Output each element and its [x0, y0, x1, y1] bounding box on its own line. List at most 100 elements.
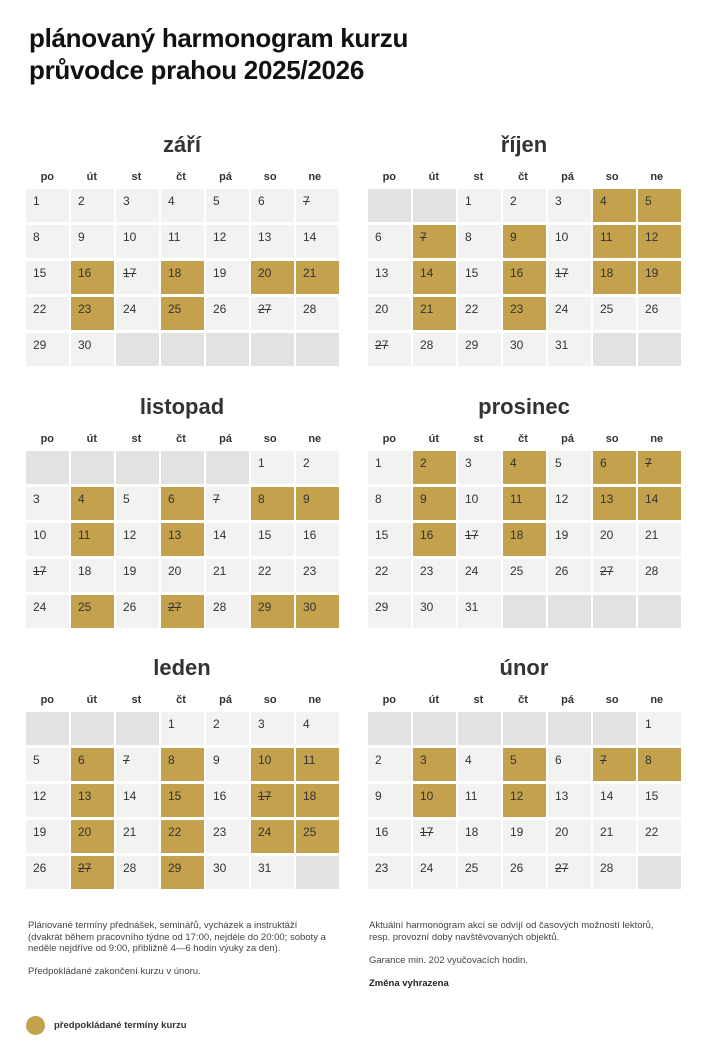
day-number: 13: [258, 230, 272, 244]
day-number: 29: [258, 600, 272, 614]
day-number: 21: [123, 825, 137, 839]
course-day-cell: 21: [296, 261, 339, 294]
empty-day-cell: [71, 712, 114, 745]
day-cell: 22: [26, 297, 69, 330]
day-cell: 6: [548, 748, 591, 781]
day-number: 5: [33, 753, 40, 767]
weekday-label: so: [605, 171, 619, 183]
empty-day-cell: [116, 712, 159, 745]
day-number: 30: [303, 600, 317, 614]
day-number: 14: [420, 266, 434, 280]
day-cell: 2: [368, 748, 411, 781]
day-number: 24: [465, 564, 479, 578]
day-cell: 15: [368, 523, 411, 556]
course-day-cell: 25: [161, 297, 204, 330]
month-name: únor: [499, 655, 549, 680]
weekday-label: út: [86, 433, 98, 445]
day-number: 13: [600, 492, 614, 506]
day-cell: 15: [638, 784, 681, 817]
day-cell: 20: [161, 559, 204, 592]
day-number: 20: [78, 825, 92, 839]
empty-day-cell: [116, 333, 159, 366]
day-number: 3: [258, 717, 265, 731]
day-number: 14: [213, 528, 227, 542]
day-number: 25: [78, 600, 92, 614]
day-number: 24: [123, 302, 137, 316]
day-number: 22: [33, 302, 47, 316]
day-cell: 28: [116, 856, 159, 889]
course-day-cell: 10: [413, 784, 456, 817]
course-day-cell: 5: [638, 189, 681, 222]
day-cell: 14: [116, 784, 159, 817]
day-cell: 31: [458, 595, 501, 628]
empty-day-cell: [206, 451, 249, 484]
day-number: 29: [168, 861, 182, 875]
day-number: 22: [168, 825, 182, 839]
day-cell: 8: [458, 225, 501, 258]
day-number: 3: [555, 194, 562, 208]
day-number: 27: [78, 861, 92, 875]
day-number: 25: [600, 302, 614, 316]
day-number: 25: [465, 861, 479, 875]
day-number: 8: [168, 753, 175, 767]
course-day-cell: 9: [503, 225, 546, 258]
empty-day-cell: [251, 333, 294, 366]
day-number: 9: [510, 230, 517, 244]
day-number: 10: [555, 230, 569, 244]
day-cell: 28: [206, 595, 249, 628]
day-cell: 3: [26, 487, 69, 520]
day-cell: 2: [296, 451, 339, 484]
day-cell: 2: [503, 189, 546, 222]
course-day-cell: 24: [251, 820, 294, 853]
day-number: 17: [33, 564, 47, 578]
day-number: 10: [33, 528, 47, 542]
course-day-cell: 6: [593, 451, 636, 484]
day-number: 2: [213, 717, 220, 731]
day-number: 6: [600, 456, 607, 470]
day-cell: 4: [458, 748, 501, 781]
weekday-label: ne: [308, 171, 322, 183]
day-number: 24: [33, 600, 47, 614]
day-cell: 19: [116, 559, 159, 592]
day-number: 25: [168, 302, 182, 316]
day-number: 26: [555, 564, 569, 578]
day-cell: 21: [638, 523, 681, 556]
weekday-label: st: [473, 694, 484, 706]
notes-left: Plánované termíny přednášek, seminářů, v…: [28, 920, 333, 989]
weekday-header: po út st čt pá so ne: [26, 429, 338, 449]
day-cell: 19: [503, 820, 546, 853]
day-number: 8: [645, 753, 652, 767]
course-day-cell: 29: [251, 595, 294, 628]
day-number: 26: [33, 861, 47, 875]
weekday-label: st: [131, 433, 142, 445]
day-number: 28: [213, 600, 227, 614]
course-day-cell: 7: [638, 451, 681, 484]
day-cell: 5: [116, 487, 159, 520]
day-grid: 1 2 3 4 5 6 7 8 9 10 11 12 13 14 15 16 17 18 19 20 21 22 23 24 2…: [368, 712, 683, 892]
day-number: 6: [555, 753, 562, 767]
weekday-label: pá: [219, 694, 233, 706]
day-number: 28: [303, 302, 317, 316]
month-calendar: únor po út st čt pá so ne 1 2 3 4 5 6 7 8 9 10 11 12 13 14 1…: [368, 651, 683, 892]
month-name: listopad: [139, 394, 225, 419]
weekday-label: po: [382, 694, 397, 706]
day-number: 18: [303, 789, 317, 803]
course-day-cell: 14: [413, 261, 456, 294]
day-cell: 24: [413, 856, 456, 889]
day-number: 11: [465, 789, 478, 803]
course-day-cell: 7: [413, 225, 456, 258]
weekday-label: ne: [308, 433, 322, 445]
day-cell: 17: [116, 261, 159, 294]
day-cell: 10: [458, 487, 501, 520]
day-number: 29: [375, 600, 389, 614]
weekday-header: po út st čt pá so ne: [26, 690, 338, 710]
day-number: 12: [510, 789, 524, 803]
day-number: 17: [465, 528, 479, 542]
day-number: 14: [600, 789, 614, 803]
weekday-label: pá: [219, 433, 233, 445]
day-number: 26: [510, 861, 524, 875]
course-day-cell: 9: [296, 487, 339, 520]
day-cell: 25: [593, 297, 636, 330]
month-calendar: září po út st čt pá so ne 1 2 3 4 5 6 7 8 9 10 11 12 13 14 1…: [26, 128, 339, 369]
day-number: 19: [123, 564, 137, 578]
